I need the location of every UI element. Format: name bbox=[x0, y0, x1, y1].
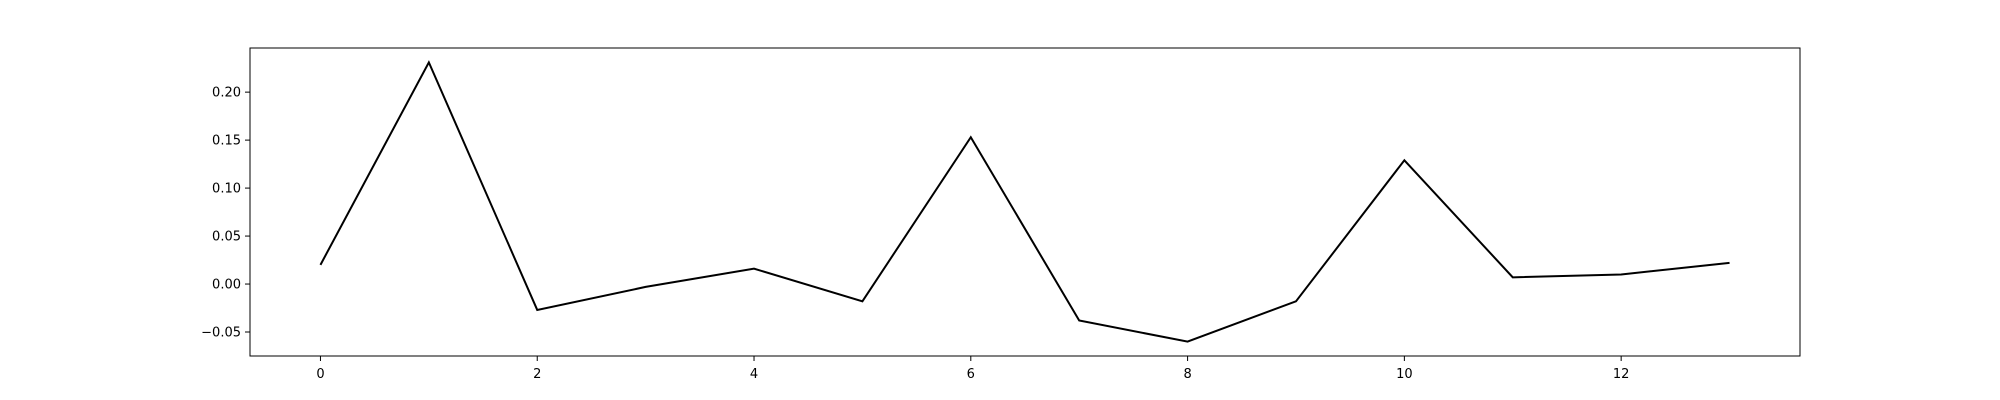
y-tick-label: 0.15 bbox=[212, 134, 241, 149]
y-tick-label: 0.10 bbox=[212, 182, 241, 197]
x-tick-label: 8 bbox=[1183, 367, 1191, 382]
x-tick-label: 4 bbox=[750, 367, 758, 382]
y-tick-label: 0.00 bbox=[212, 278, 241, 293]
plot-frame bbox=[249, 47, 1801, 357]
x-tick-label: 6 bbox=[967, 367, 975, 382]
series-layer bbox=[319, 60, 1730, 343]
y-tick-label: 0.20 bbox=[212, 86, 241, 101]
x-axis-ticks: 0 2 4 6 8 10 12 bbox=[316, 356, 1629, 382]
x-tick-label: 12 bbox=[1613, 367, 1630, 382]
y-axis-ticks: −0.05 0.00 0.05 0.10 0.15 0.20 bbox=[201, 86, 250, 341]
x-tick-label: 0 bbox=[316, 367, 324, 382]
series-line-0 bbox=[319, 60, 1730, 343]
x-tick-label: 2 bbox=[533, 367, 541, 382]
y-tick-label: −0.05 bbox=[201, 326, 241, 341]
y-tick-label: 0.05 bbox=[212, 230, 241, 245]
plot-area bbox=[250, 48, 1800, 356]
x-tick-label: 10 bbox=[1396, 367, 1413, 382]
